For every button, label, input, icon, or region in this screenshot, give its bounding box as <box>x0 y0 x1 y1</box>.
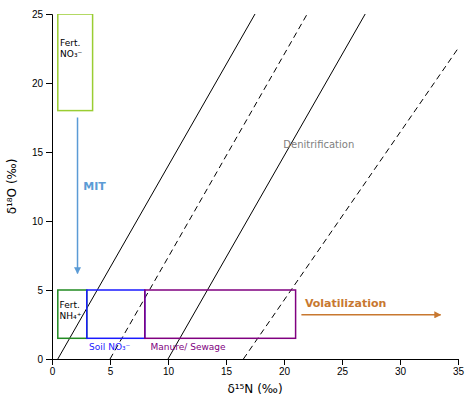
tick-mark <box>46 221 52 222</box>
box-label-line: Fert. <box>60 38 80 48</box>
tick-label: 0 <box>50 366 56 377</box>
y-axis: 0 5 10 15 20 25 <box>32 9 53 365</box>
x-axis: 0 5 10 15 20 25 30 35 <box>50 359 465 377</box>
tick-mark <box>284 359 285 365</box>
tick-mark <box>110 359 111 365</box>
plot-area: 0 5 10 15 20 25 30 35 0 5 10 15 20 25 δ¹⁵N (‰) δ¹⁸O (‰)… <box>5 9 464 396</box>
box-label: Soil NO₃⁻ <box>89 342 131 352</box>
axis-line <box>46 15 53 360</box>
tick: 25 <box>32 9 52 20</box>
box-label-line: NH₄⁺ <box>60 310 82 320</box>
tick-mark <box>46 83 52 84</box>
tick-label: 25 <box>337 366 349 377</box>
box-label-line: Soil NO₃⁻ <box>89 342 131 352</box>
tick-label: 30 <box>395 366 407 377</box>
tick-label: 20 <box>279 366 291 377</box>
tick: 35 <box>453 359 465 377</box>
tick: 15 <box>221 359 233 377</box>
denitrification-line <box>58 14 255 359</box>
box-label: Fert.NH₄⁺ <box>60 300 82 321</box>
source-box <box>58 290 87 338</box>
marks <box>58 14 458 359</box>
tick: 15 <box>32 147 52 158</box>
tick-mark <box>226 359 227 365</box>
tick-label: 10 <box>32 216 44 227</box>
denitrification-line <box>110 14 307 359</box>
tick: 0 <box>50 359 56 377</box>
tick: 20 <box>32 78 52 89</box>
chart: 0 5 10 15 20 25 30 35 0 5 10 15 20 25 δ¹⁵N (‰) δ¹⁸O (‰)… <box>0 0 474 401</box>
tick: 0 <box>37 354 52 365</box>
tick-label: 15 <box>221 366 233 377</box>
source-box <box>58 14 93 111</box>
tick-label: 35 <box>453 366 465 377</box>
source-box <box>87 290 145 338</box>
tick-mark <box>46 290 52 291</box>
process-arrow <box>301 314 440 316</box>
tick-mark <box>46 359 52 360</box>
tick-mark <box>168 359 169 365</box>
box-label-line: Fert. <box>60 300 80 310</box>
tick: 20 <box>279 359 291 377</box>
tick-label: 5 <box>108 366 114 377</box>
tick-label: 10 <box>163 366 175 377</box>
process-arrow <box>77 118 79 274</box>
tick-mark <box>46 152 52 153</box>
tick-mark <box>46 14 52 15</box>
denitrification-line <box>243 49 458 360</box>
tick-label: 25 <box>32 9 44 20</box>
box-label: Manure/ Sewage <box>151 342 226 352</box>
labels: DenitrificationFert.NO₃⁻Fert.NH₄⁺Soil NO… <box>60 38 387 352</box>
tick-mark <box>400 359 401 365</box>
tick-label: 20 <box>32 78 44 89</box>
tick: 30 <box>395 359 407 377</box>
tick-label: 0 <box>37 354 43 365</box>
arrow-label: MIT <box>83 180 106 193</box>
box-label: Fert.NO₃⁻ <box>60 38 82 59</box>
source-box <box>145 290 296 338</box>
annotation: Denitrification <box>283 139 354 150</box>
box-label-line: Manure/ Sewage <box>151 342 226 352</box>
box-label-line: NO₃⁻ <box>60 48 82 58</box>
arrow-label: Volatilization <box>305 297 386 310</box>
tick: 5 <box>37 285 52 296</box>
tick-mark <box>342 359 343 365</box>
tick: 10 <box>32 216 52 227</box>
tick-label: 5 <box>37 285 43 296</box>
tick-label: 15 <box>32 147 44 158</box>
tick: 5 <box>108 359 114 377</box>
y-axis-title: δ¹⁸O (‰) <box>5 159 19 215</box>
x-axis-title: δ¹⁵N (‰) <box>227 382 282 396</box>
axis-line <box>53 360 459 366</box>
tick: 25 <box>337 359 349 377</box>
tick: 10 <box>163 359 175 377</box>
tick-mark <box>458 359 459 365</box>
